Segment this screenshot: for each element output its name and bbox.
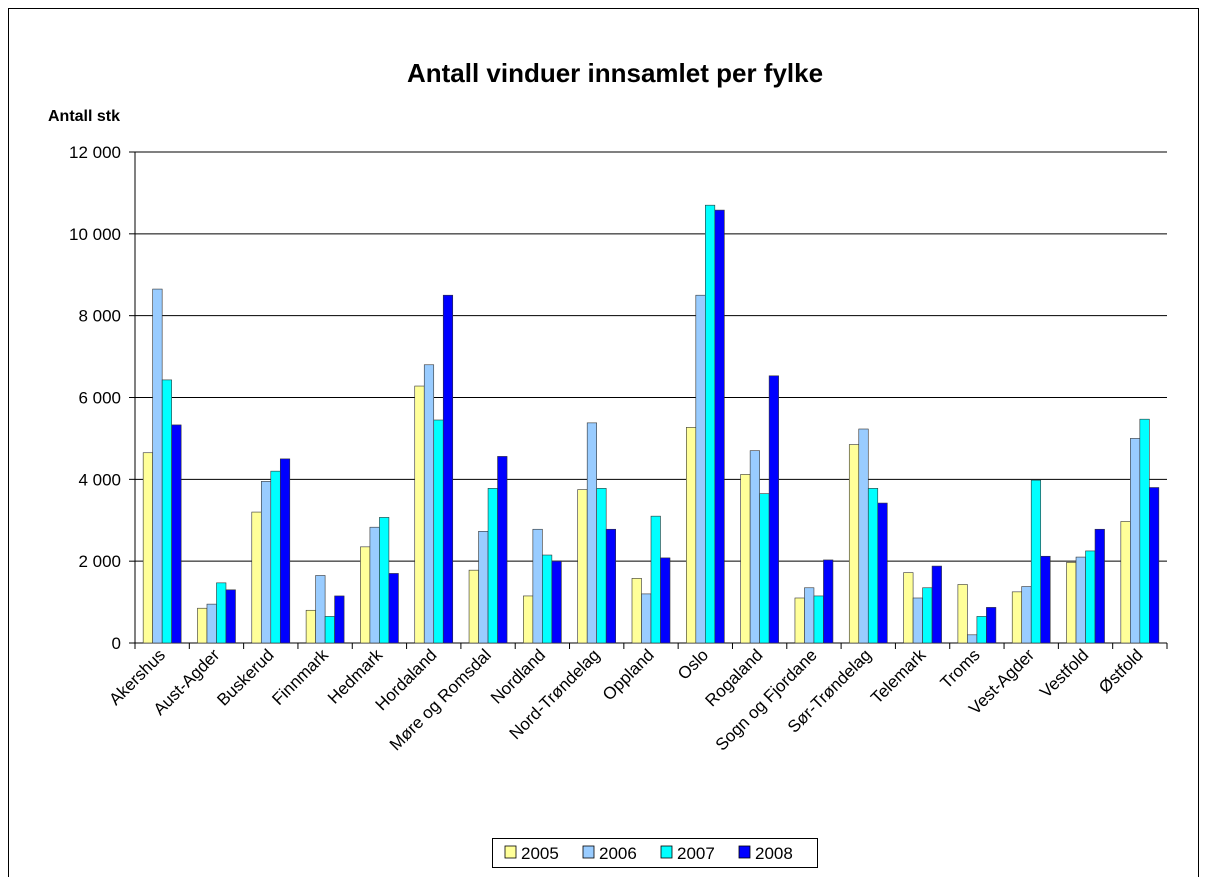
legend-swatch bbox=[504, 845, 517, 859]
bar bbox=[986, 607, 997, 644]
bar bbox=[848, 444, 860, 644]
bar bbox=[912, 597, 923, 644]
bar bbox=[497, 456, 508, 644]
y-tick-label: 2 000 bbox=[78, 552, 121, 571]
bar bbox=[686, 427, 697, 644]
bar bbox=[1066, 562, 1077, 644]
bar bbox=[270, 470, 281, 644]
bar bbox=[596, 488, 607, 644]
bar bbox=[1040, 555, 1051, 644]
bar bbox=[197, 607, 208, 644]
bar bbox=[804, 587, 815, 644]
bar bbox=[931, 565, 942, 644]
bar bbox=[577, 489, 588, 644]
bar bbox=[487, 488, 498, 644]
bar bbox=[225, 589, 236, 644]
legend-label: 2006 bbox=[599, 844, 637, 863]
legend-label: 2008 bbox=[755, 844, 793, 863]
bar bbox=[305, 609, 316, 644]
bar bbox=[903, 572, 914, 644]
bar bbox=[976, 616, 987, 644]
bar bbox=[379, 517, 390, 644]
y-tick-label: 6 000 bbox=[78, 389, 121, 408]
bar bbox=[922, 587, 933, 644]
bar bbox=[1149, 487, 1160, 644]
bar bbox=[423, 364, 435, 644]
chart-title: Antall vinduer innsamlet per fylke bbox=[407, 58, 823, 88]
bar bbox=[478, 530, 489, 644]
bar bbox=[650, 515, 661, 644]
bar bbox=[142, 452, 153, 644]
legend-swatch bbox=[660, 845, 673, 859]
bar bbox=[794, 597, 805, 644]
bar bbox=[586, 422, 597, 644]
bar bbox=[705, 204, 716, 644]
bar bbox=[605, 528, 616, 644]
bar bbox=[532, 528, 543, 644]
bar bbox=[260, 481, 272, 644]
bar bbox=[749, 450, 760, 644]
chart-border bbox=[8, 8, 1199, 877]
bar bbox=[551, 560, 562, 644]
bar bbox=[858, 428, 869, 644]
y-axis-label: Antall stk bbox=[48, 108, 120, 125]
bar bbox=[641, 593, 652, 644]
bar bbox=[388, 573, 399, 644]
bar bbox=[161, 379, 172, 644]
bar bbox=[1094, 528, 1105, 644]
bar bbox=[414, 385, 425, 644]
bar bbox=[152, 288, 163, 644]
bar bbox=[369, 526, 380, 644]
bar bbox=[216, 582, 227, 644]
bar bbox=[823, 559, 834, 644]
y-tick-label: 4 000 bbox=[78, 470, 121, 489]
bar bbox=[251, 511, 262, 644]
bar bbox=[360, 546, 371, 644]
bar bbox=[877, 502, 888, 644]
legend-box bbox=[492, 838, 818, 868]
bar bbox=[542, 554, 553, 644]
bar bbox=[867, 488, 879, 644]
legend-label: 2007 bbox=[677, 844, 715, 863]
bar bbox=[1130, 438, 1141, 644]
bar bbox=[279, 458, 291, 644]
bar bbox=[468, 569, 479, 644]
y-tick-label: 0 bbox=[112, 634, 121, 653]
bar bbox=[523, 595, 534, 644]
bar bbox=[714, 209, 725, 644]
bar bbox=[1139, 418, 1150, 644]
bar bbox=[1011, 591, 1023, 644]
bar bbox=[315, 575, 326, 644]
y-tick-label: 12 000 bbox=[69, 143, 121, 162]
bar bbox=[1075, 556, 1086, 644]
bar bbox=[695, 294, 706, 644]
legend-swatch bbox=[582, 845, 595, 859]
legend-swatch bbox=[738, 845, 751, 859]
bar bbox=[1085, 550, 1096, 644]
bar bbox=[660, 557, 671, 644]
bar bbox=[759, 493, 770, 644]
legend-label: 2005 bbox=[521, 844, 559, 863]
bar bbox=[957, 584, 968, 644]
bar bbox=[768, 375, 779, 644]
bar bbox=[334, 595, 345, 644]
bar bbox=[1120, 521, 1131, 644]
bar bbox=[324, 616, 335, 644]
bar bbox=[433, 419, 444, 644]
y-tick-label: 10 000 bbox=[69, 225, 121, 244]
bar bbox=[813, 595, 824, 644]
y-tick-label: 8 000 bbox=[78, 307, 121, 326]
bar bbox=[1030, 479, 1042, 644]
bar bbox=[967, 634, 978, 644]
bar bbox=[740, 474, 751, 644]
bar bbox=[1021, 586, 1032, 644]
bar bbox=[631, 578, 642, 644]
bar bbox=[171, 424, 182, 644]
bar bbox=[442, 294, 454, 644]
bar bbox=[206, 603, 217, 644]
